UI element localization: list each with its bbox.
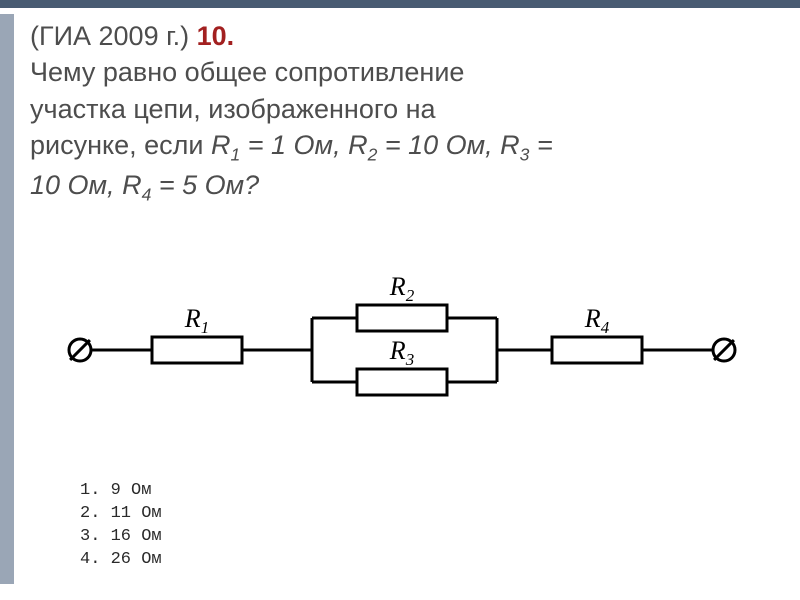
r3-sub: 3 xyxy=(520,145,530,165)
answer-list: 1. 9 Ом 2. 11 Ом 3. 16 Ом 4. 26 Ом xyxy=(80,480,162,572)
source-text: (ГИА 2009 г.) xyxy=(30,21,197,51)
answer-2: 2. 11 Ом xyxy=(80,503,162,526)
svg-text:R3: R3 xyxy=(389,336,414,369)
answer-1: 1. 9 Ом xyxy=(80,480,162,503)
q-line1: Чему равно общее сопротивление xyxy=(30,54,770,90)
q-line4: 10 Ом, R4 = 5 Ом? xyxy=(30,167,770,207)
content: (ГИА 2009 г.) 10. Чему равно общее сопро… xyxy=(30,18,770,207)
r1-sub: 1 xyxy=(231,145,241,165)
side-box xyxy=(0,14,14,584)
r2-sub: 2 xyxy=(368,145,378,165)
q-line2: участка цепи, изображенного на xyxy=(30,91,770,127)
r2-val: = 10 Ом, xyxy=(377,130,500,160)
r3-name: R xyxy=(500,130,520,160)
answer-3: 3. 16 Ом xyxy=(80,526,162,549)
header-bar xyxy=(0,0,800,8)
question-block: Чему равно общее сопротивление участка ц… xyxy=(30,54,770,207)
question-number: 10. xyxy=(197,21,235,51)
svg-text:R1: R1 xyxy=(184,304,209,337)
circuit-diagram: R1 R2 R3 R4 xyxy=(52,250,752,430)
svg-text:R2: R2 xyxy=(389,272,415,305)
r1-val: = 1 Ом, xyxy=(240,130,348,160)
r2-name: R xyxy=(348,130,368,160)
svg-text:R4: R4 xyxy=(584,304,610,337)
r3-val: = xyxy=(529,130,552,160)
q-line4-prefix: 10 Ом, xyxy=(30,170,122,200)
r4-sub: 4 xyxy=(142,185,152,205)
title-line: (ГИА 2009 г.) 10. xyxy=(30,18,770,54)
answer-4: 4. 26 Ом xyxy=(80,549,162,572)
r4-val: = 5 Ом? xyxy=(151,170,259,200)
r1-name: R xyxy=(211,130,231,160)
q-line3-prefix: рисунке, если xyxy=(30,130,211,160)
q-line3: рисунке, если R1 = 1 Ом, R2 = 10 Ом, R3 … xyxy=(30,127,770,167)
r4-name: R xyxy=(122,170,142,200)
